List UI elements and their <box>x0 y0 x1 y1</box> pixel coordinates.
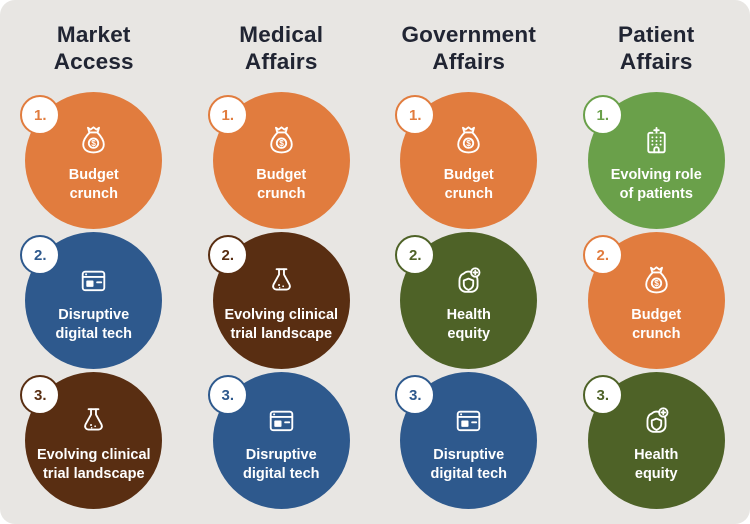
hospital-building-icon <box>638 123 675 160</box>
challenge-bubble: 3. Evolving clinical trial landscape <box>20 372 163 509</box>
rank-badge: 3. <box>207 375 248 415</box>
column-government-affairs: Government Affairs 1. Budget crunch 2. He… <box>375 14 563 524</box>
column-title: Medical Affairs <box>239 21 323 79</box>
challenge-label: Health equity <box>634 447 679 482</box>
challenge-label: Budget crunch <box>256 167 307 202</box>
challenge-label: Evolving clinical trial landscape <box>224 307 339 342</box>
challenge-bubble: 2. Health equity <box>395 232 538 369</box>
rank-badge: 2. <box>395 235 436 275</box>
challenge-label: Budget crunch <box>68 167 119 202</box>
title-line: Affairs <box>619 49 693 75</box>
challenge-bubble: 1. Budget crunch <box>20 92 163 229</box>
title-line: Medical <box>239 22 324 47</box>
lab-flask-icon <box>75 403 112 440</box>
challenge-label: Disruptive digital tech <box>242 447 320 482</box>
lab-flask-icon <box>263 263 300 300</box>
column-patient-affairs: Patient Affairs 1. Evolving role of patie… <box>563 14 750 524</box>
title-line: Affairs <box>432 49 506 75</box>
rank-badge: 2. <box>207 235 248 275</box>
title-line: Government <box>401 22 537 47</box>
rank-badge: 2. <box>20 235 61 275</box>
browser-window-icon <box>450 403 487 440</box>
challenge-bubble: 2. Evolving clinical trial landscape <box>207 232 350 369</box>
money-bag-icon <box>638 263 675 300</box>
challenge-bubble: 1. Budget crunch <box>395 92 538 229</box>
health-shield-icon <box>638 403 675 440</box>
challenge-label: Disruptive digital tech <box>55 307 133 342</box>
title-line: Affairs <box>244 49 318 75</box>
column-title: Government Affairs <box>401 21 536 79</box>
rank-badge: 2. <box>582 235 623 275</box>
money-bag-icon <box>450 123 487 160</box>
challenge-bubble: 2. Disruptive digital tech <box>20 232 163 369</box>
challenge-bubble: 3. Health equity <box>582 372 725 509</box>
challenge-label: Evolving clinical trial landscape <box>36 447 151 482</box>
challenge-label: Evolving role of patients <box>610 167 702 202</box>
challenge-label: Budget crunch <box>631 307 682 342</box>
rank-badge: 3. <box>582 375 623 415</box>
challenge-label: Budget crunch <box>443 167 494 202</box>
challenge-bubble: 3. Disruptive digital tech <box>207 372 350 509</box>
challenge-bubble: 3. Disruptive digital tech <box>395 372 538 509</box>
browser-window-icon <box>263 403 300 440</box>
rank-badge: 3. <box>20 375 61 415</box>
rank-badge: 1. <box>20 95 61 135</box>
challenge-bubble: 1. Budget crunch <box>207 92 350 229</box>
column-market-access: Market Access 1. Budget crunch 2. Disrupt… <box>0 14 188 524</box>
rank-badge: 1. <box>395 95 436 135</box>
money-bag-icon <box>263 123 300 160</box>
title-line: Market <box>56 22 131 47</box>
rank-badge: 1. <box>207 95 248 135</box>
health-shield-icon <box>450 263 487 300</box>
challenge-label: Health equity <box>446 307 491 342</box>
rank-badge: 1. <box>582 95 623 135</box>
column-title: Patient Affairs <box>618 21 694 79</box>
money-bag-icon <box>75 123 112 160</box>
challenge-bubble: 1. Evolving role of patients <box>582 92 725 229</box>
title-line: Patient <box>618 22 695 47</box>
browser-window-icon <box>75 263 112 300</box>
rank-badge: 3. <box>395 375 436 415</box>
challenge-label: Disruptive digital tech <box>430 447 508 482</box>
column-title: Market Access <box>54 21 134 79</box>
column-medical-affairs: Medical Affairs 1. Budget crunch 2. Evolv… <box>188 14 376 524</box>
title-line: Access <box>53 49 134 75</box>
challenge-bubble: 2. Budget crunch <box>582 232 725 369</box>
